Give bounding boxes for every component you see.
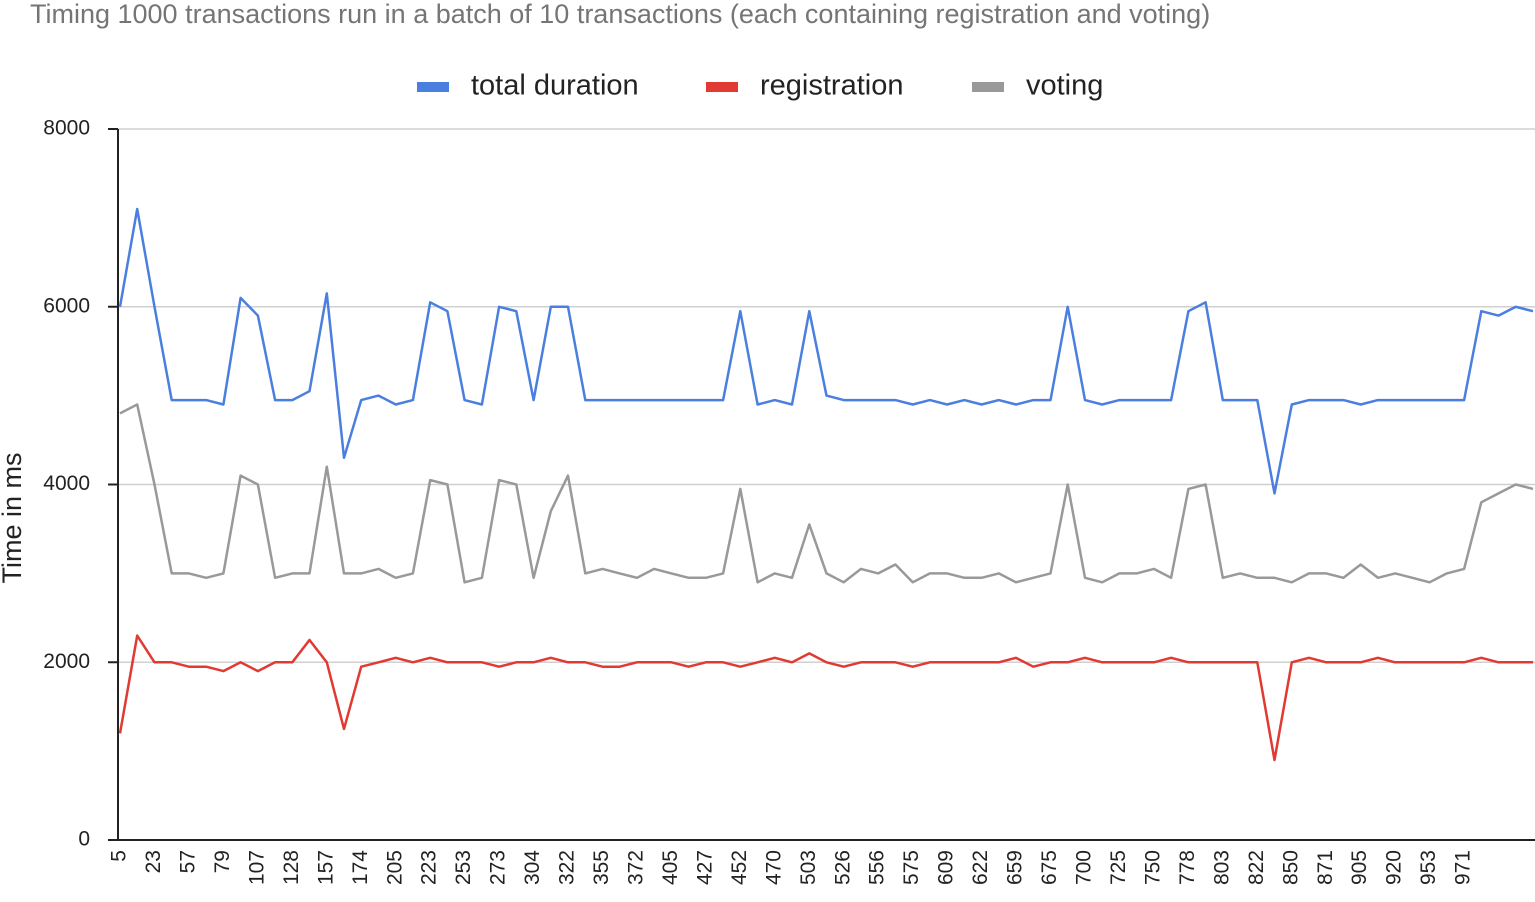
series-line (118, 207, 1534, 495)
x-tick-label: 725 (1107, 850, 1130, 885)
x-tick-label: 405 (659, 850, 682, 885)
x-tick-label: 174 (349, 850, 372, 885)
x-tick-label: 452 (728, 850, 751, 885)
x-tick-label: 205 (383, 850, 406, 885)
x-tick-label: 920 (1383, 850, 1406, 885)
x-tick-label: 273 (487, 850, 510, 885)
x-tick-label: 609 (935, 850, 958, 885)
x-tick-label: 700 (1073, 850, 1096, 885)
x-tick-label: 575 (900, 850, 923, 885)
y-tick-label: 0 (78, 828, 90, 851)
x-tick-label: 850 (1279, 850, 1302, 885)
x-tick-label: 355 (590, 850, 613, 885)
x-tick-label: 79 (211, 850, 234, 873)
x-tick-label: 822 (1245, 850, 1268, 885)
legend-swatch (417, 82, 449, 92)
x-tick-label: 23 (142, 850, 165, 873)
x-tick-label: 253 (452, 850, 475, 885)
x-tick-label: 57 (176, 850, 199, 873)
legend-swatch (972, 82, 1004, 92)
x-tick-label: 223 (418, 850, 441, 885)
y-tick-label: 2000 (43, 650, 90, 673)
series-line (118, 634, 1533, 762)
legend-label: registration (760, 70, 903, 102)
x-tick-label: 871 (1314, 850, 1337, 885)
x-tick-label: 750 (1141, 850, 1164, 885)
x-tick-label: 971 (1452, 850, 1475, 885)
x-tick-label: 556 (866, 850, 889, 885)
x-tick-label: 953 (1417, 850, 1440, 885)
legend-swatch (706, 82, 738, 92)
x-tick-label: 107 (245, 850, 268, 885)
x-tick-label: 803 (1210, 850, 1233, 885)
x-tick-label: 778 (1176, 850, 1199, 885)
x-tick-label: 322 (556, 850, 579, 885)
chart-title: Timing 1000 transactions run in a batch … (30, 0, 1210, 29)
x-tick-label: 905 (1348, 850, 1371, 885)
x-tick-label: 128 (280, 850, 303, 885)
x-tick-label: 372 (624, 850, 647, 885)
x-tick-label: 526 (831, 850, 854, 885)
x-tick-label: 675 (1038, 850, 1061, 885)
y-tick-label: 8000 (43, 117, 90, 140)
x-tick-label: 622 (969, 850, 992, 885)
series-line (119, 403, 1534, 584)
y-tick-label: 4000 (43, 472, 90, 495)
x-tick-label: 470 (762, 850, 785, 885)
y-axis-label: Time in ms (0, 452, 27, 583)
legend-label: total duration (471, 70, 639, 102)
x-tick-label: 304 (521, 850, 544, 885)
y-tick-label: 6000 (43, 294, 90, 317)
x-tick-label: 503 (797, 850, 820, 885)
legend-label: voting (1026, 70, 1103, 102)
x-tick-label: 427 (693, 850, 716, 885)
x-tick-label: 5 (108, 850, 131, 862)
x-tick-label: 659 (1004, 850, 1027, 885)
x-tick-label: 157 (314, 850, 337, 885)
